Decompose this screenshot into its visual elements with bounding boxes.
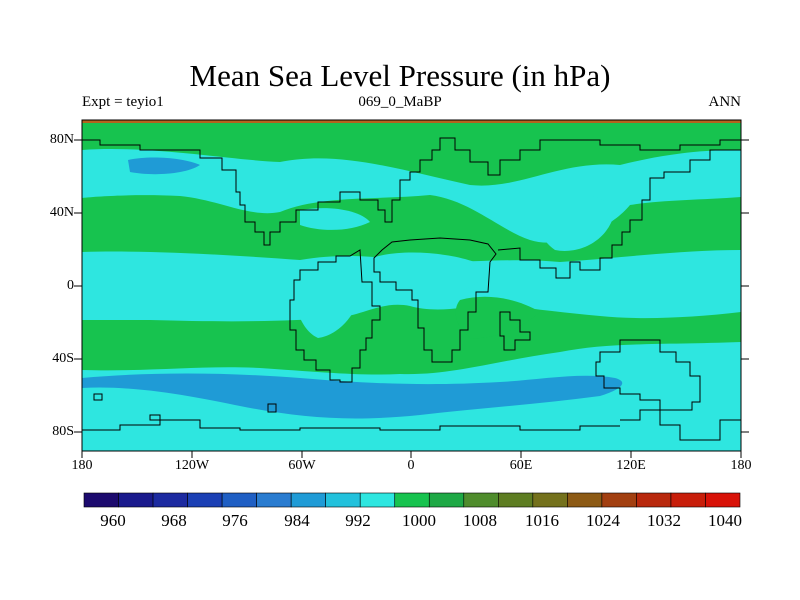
south-ocean-low xyxy=(82,373,623,419)
lon-tick-label: 120E xyxy=(616,458,646,473)
top-high-band xyxy=(82,120,741,123)
colorbar-label: 960 xyxy=(100,511,126,530)
sa-cyan-patch xyxy=(293,267,360,338)
colorbar-swatch xyxy=(221,492,257,508)
colorbar-swatch xyxy=(152,492,188,508)
colorbar-swatch xyxy=(532,492,568,508)
lat-tick-label: 40S xyxy=(52,351,74,366)
north-low-patch xyxy=(128,157,200,175)
colorbar-label: 1016 xyxy=(525,511,559,530)
colorbar-label: 968 xyxy=(161,511,187,530)
colorbar-swatch xyxy=(636,492,672,508)
map-subtitle: 069_0_MaBP xyxy=(358,94,442,110)
colorbar-swatch xyxy=(428,492,465,508)
colorbar-label: 992 xyxy=(345,511,371,530)
coastlines xyxy=(82,137,741,441)
colorbar-label: 984 xyxy=(284,511,310,530)
colorbar-swatch xyxy=(359,492,396,508)
colorbar-swatch xyxy=(705,492,741,508)
colorbar-swatch xyxy=(187,492,223,508)
lon-tick-label: 0 xyxy=(407,458,415,473)
axis-ticks xyxy=(74,139,749,458)
africa-cyan-patch xyxy=(372,252,488,294)
colorbar-swatch xyxy=(325,492,361,508)
colorbar-swatch xyxy=(498,492,534,508)
colorbar-swatch xyxy=(290,492,326,508)
lon-tick-label: 60W xyxy=(288,458,316,473)
colorbar-swatch xyxy=(601,492,637,508)
colorbar-swatch xyxy=(567,492,603,508)
colorbar-label: 1024 xyxy=(586,511,620,530)
lon-tick-label: 60E xyxy=(509,458,533,473)
map-title: Mean Sea Level Pressure (in hPa) xyxy=(189,58,611,93)
colorbar-label: 1000 xyxy=(402,511,436,530)
lat-tick-label: 0 xyxy=(67,278,74,293)
colorbar-swatch xyxy=(670,492,706,508)
s-africa-green xyxy=(455,296,540,339)
colorbar-swatch xyxy=(256,492,292,508)
lon-tick-label: 180 xyxy=(71,458,93,473)
colorbar-swatch xyxy=(463,492,499,508)
lon-tick-label: 120W xyxy=(174,458,210,473)
period-label: ANN xyxy=(708,94,742,110)
lat-tick-label: 80S xyxy=(52,424,74,439)
colorbar-swatch xyxy=(394,492,430,508)
asia-cyan-patch xyxy=(538,194,615,251)
colorbar-swatch xyxy=(83,492,119,508)
na-cyan-patch xyxy=(300,208,370,230)
experiment-label: Expt = teyio1 xyxy=(82,94,164,110)
colorbar-label: 1040 xyxy=(708,511,742,530)
lat-tick-label: 40N xyxy=(49,205,74,220)
colorbar-label: 1008 xyxy=(463,511,497,530)
lat-tick-label: 80N xyxy=(49,132,74,147)
pressure-field xyxy=(82,120,741,451)
colorbar xyxy=(83,492,741,508)
colorbar-label: 976 xyxy=(222,511,248,530)
colorbar-label: 1032 xyxy=(647,511,681,530)
lon-tick-label: 180 xyxy=(730,458,752,473)
colorbar-swatch xyxy=(118,492,154,508)
